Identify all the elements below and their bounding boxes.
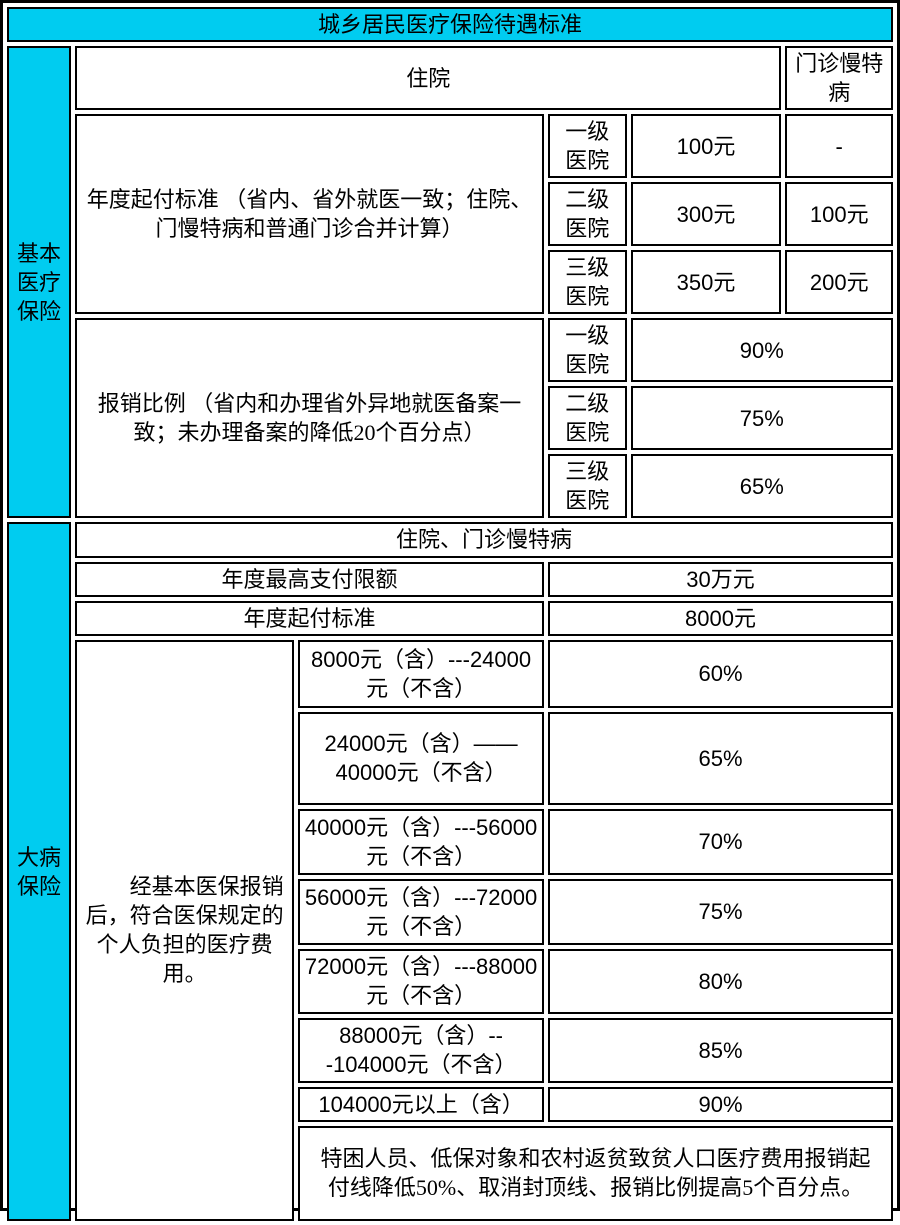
hospital-level-3: 三级医院 xyxy=(548,250,627,315)
major-scope-header: 住院、门诊慢特病 xyxy=(75,522,893,558)
deductible-outpatient-level1: - xyxy=(785,114,893,179)
deductible-inpatient-level1: 100元 xyxy=(630,114,782,179)
tier-range-3: 40000元（含）---56000元（不含） xyxy=(298,808,545,875)
tier-range-1: 8000元（含）---24000元（不含） xyxy=(298,639,545,708)
benefits-table: 城乡居民医疗保险待遇标准 基本医疗保险 住院 门诊慢特病 年度起付标准 （省内、… xyxy=(3,3,897,1225)
deductible-outpatient-level2: 100元 xyxy=(785,182,893,247)
reimbursement-label: 报销比例 （省内和办理省外异地就医备案一致；未办理备案的降低20个百分点） xyxy=(75,318,545,519)
annual-max-label: 年度最高支付限额 xyxy=(75,561,545,597)
sidebar-basic-medical-insurance: 基本医疗保险 xyxy=(7,46,72,519)
tier-rate-3: 70% xyxy=(548,808,893,875)
header-hospitalization: 住院 xyxy=(75,46,782,111)
hospital-level-2: 二级医院 xyxy=(548,182,627,247)
deductible-label: 年度起付标准 （省内、省外就医一致；住院、门慢特病和普通门诊合并计算） xyxy=(75,114,545,315)
deductible-outpatient-level3: 200元 xyxy=(785,250,893,315)
tier-rate-7: 90% xyxy=(548,1086,893,1122)
tier-range-4: 56000元（含）---72000元（不含） xyxy=(298,878,545,945)
tier-range-5: 72000元（含）---88000元（不含） xyxy=(298,948,545,1014)
tier-range-7: 104000元以上（含） xyxy=(298,1086,545,1122)
cost-basis-description: 经基本医保报销后，符合医保规定的个人负担的医疗费用。 xyxy=(75,639,295,1221)
reimbursement-rate-level2: 75% xyxy=(630,386,893,451)
deductible-inpatient-level3: 350元 xyxy=(630,250,782,315)
page-title: 城乡居民医疗保险待遇标准 xyxy=(7,7,893,43)
reimbursement-rate-level1: 90% xyxy=(630,318,893,383)
sidebar-major-illness-insurance: 大病保险 xyxy=(7,522,72,1221)
header-outpatient-chronic: 门诊慢特病 xyxy=(785,46,893,111)
hospital-level-2-rate: 二级医院 xyxy=(548,386,627,451)
annual-deductible-label: 年度起付标准 xyxy=(75,600,545,636)
tier-range-6: 88000元（含）---104000元（不含） xyxy=(298,1017,545,1083)
annual-deductible-value: 8000元 xyxy=(548,600,893,636)
hospital-level-1-rate: 一级医院 xyxy=(548,318,627,383)
tier-range-2: 24000元（含）——40000元（不含） xyxy=(298,711,545,805)
annual-max-value: 30万元 xyxy=(548,561,893,597)
tier-rate-2: 65% xyxy=(548,711,893,805)
deductible-inpatient-level2: 300元 xyxy=(630,182,782,247)
reimbursement-rate-level3: 65% xyxy=(630,454,893,519)
special-groups-note: 特困人员、低保对象和农村返贫致贫人口医疗费用报销起付线降低50%、取消封顶线、报… xyxy=(298,1125,893,1221)
tier-rate-6: 85% xyxy=(548,1017,893,1083)
tier-rate-5: 80% xyxy=(548,948,893,1014)
hospital-level-1: 一级医院 xyxy=(548,114,627,179)
tier-rate-4: 75% xyxy=(548,878,893,945)
tier-rate-1: 60% xyxy=(548,639,893,708)
hospital-level-3-rate: 三级医院 xyxy=(548,454,627,519)
